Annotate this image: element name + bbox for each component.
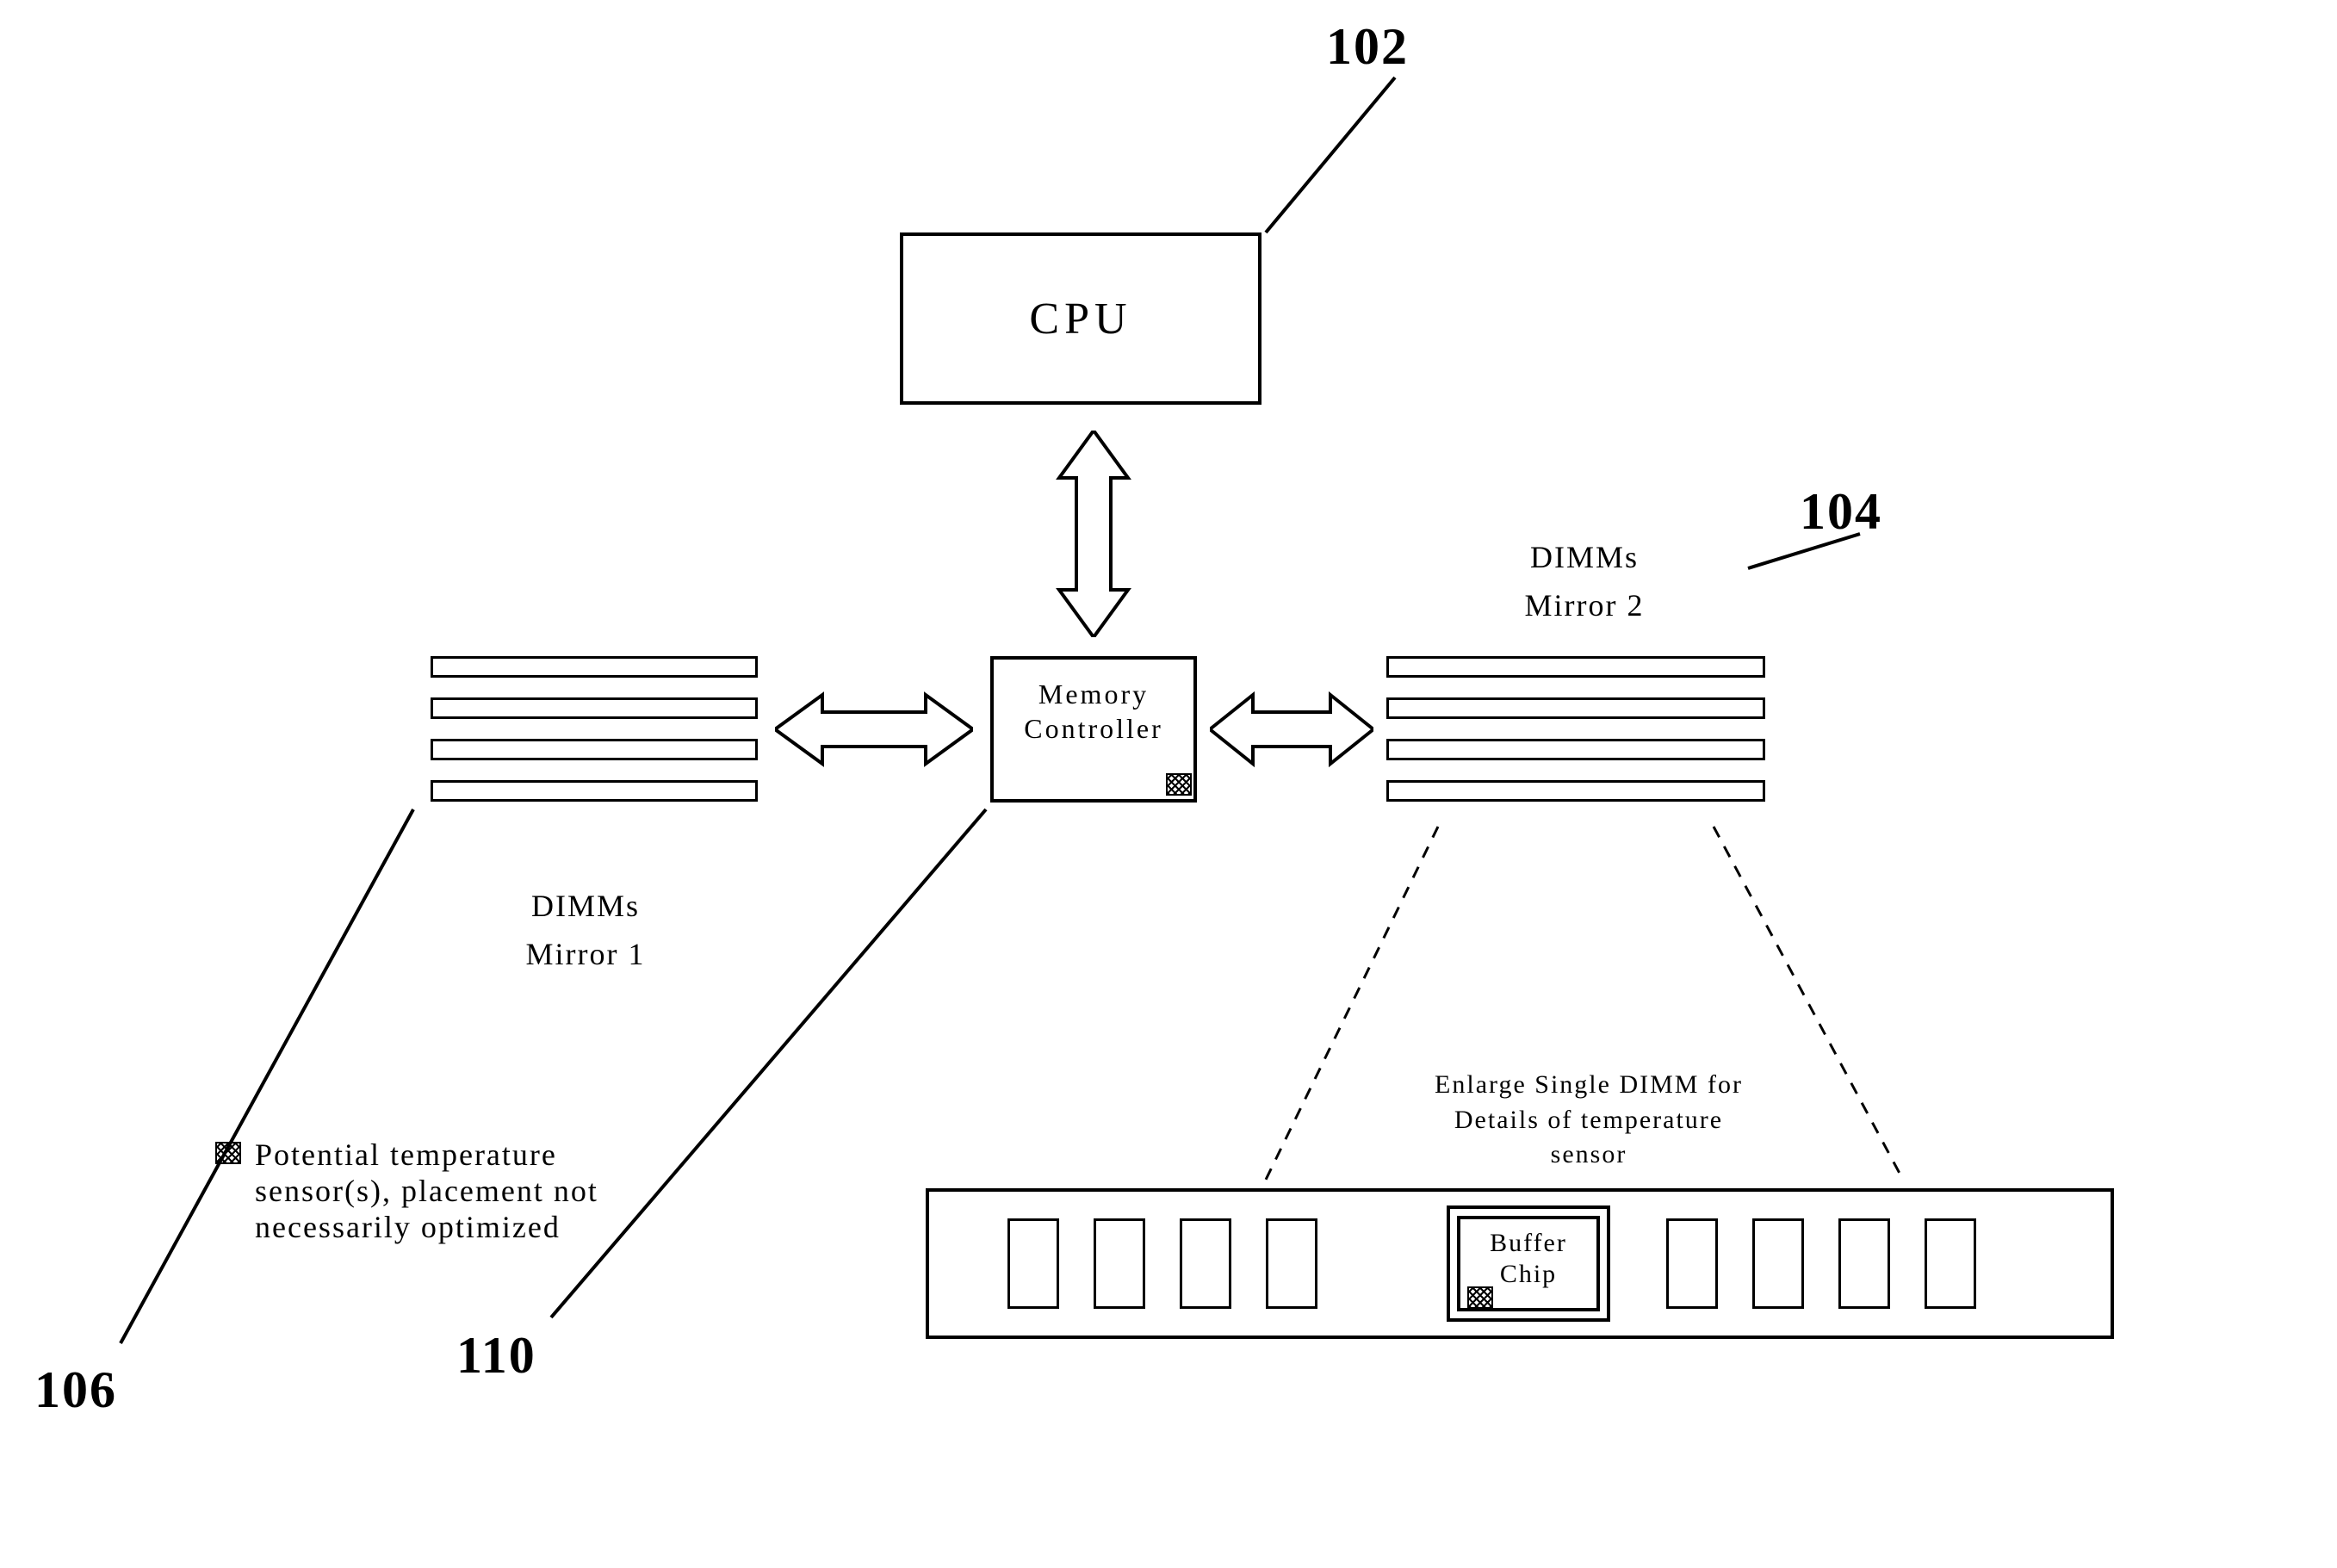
sensor-icon bbox=[1467, 1286, 1493, 1309]
dram-chip bbox=[1266, 1218, 1317, 1309]
legend-line1: Potential temperature bbox=[255, 1137, 598, 1173]
legend: Potential temperature sensor(s), placeme… bbox=[215, 1137, 598, 1245]
dram-chip bbox=[1180, 1218, 1231, 1309]
buffer-chip-line1: Buffer bbox=[1460, 1228, 1596, 1259]
dram-chip bbox=[1666, 1218, 1718, 1309]
detail-caption: Enlarge Single DIMM for Details of tempe… bbox=[1408, 1068, 1770, 1173]
dram-chip bbox=[1752, 1218, 1804, 1309]
dram-chip bbox=[1925, 1218, 1976, 1309]
dram-chip bbox=[1838, 1218, 1890, 1309]
dram-chip bbox=[1094, 1218, 1145, 1309]
legend-line3: necessarily optimized bbox=[255, 1209, 598, 1245]
buffer-chip-line2: Chip bbox=[1460, 1259, 1596, 1290]
sensor-icon bbox=[215, 1142, 241, 1164]
legend-line2: sensor(s), placement not bbox=[255, 1173, 598, 1209]
detail-caption-line2: Details of temperature bbox=[1408, 1103, 1770, 1138]
detail-caption-line1: Enlarge Single DIMM for bbox=[1408, 1068, 1770, 1103]
buffer-chip-inner: Buffer Chip bbox=[1457, 1216, 1600, 1311]
dram-chip bbox=[1007, 1218, 1059, 1309]
detail-caption-line3: sensor bbox=[1408, 1137, 1770, 1173]
